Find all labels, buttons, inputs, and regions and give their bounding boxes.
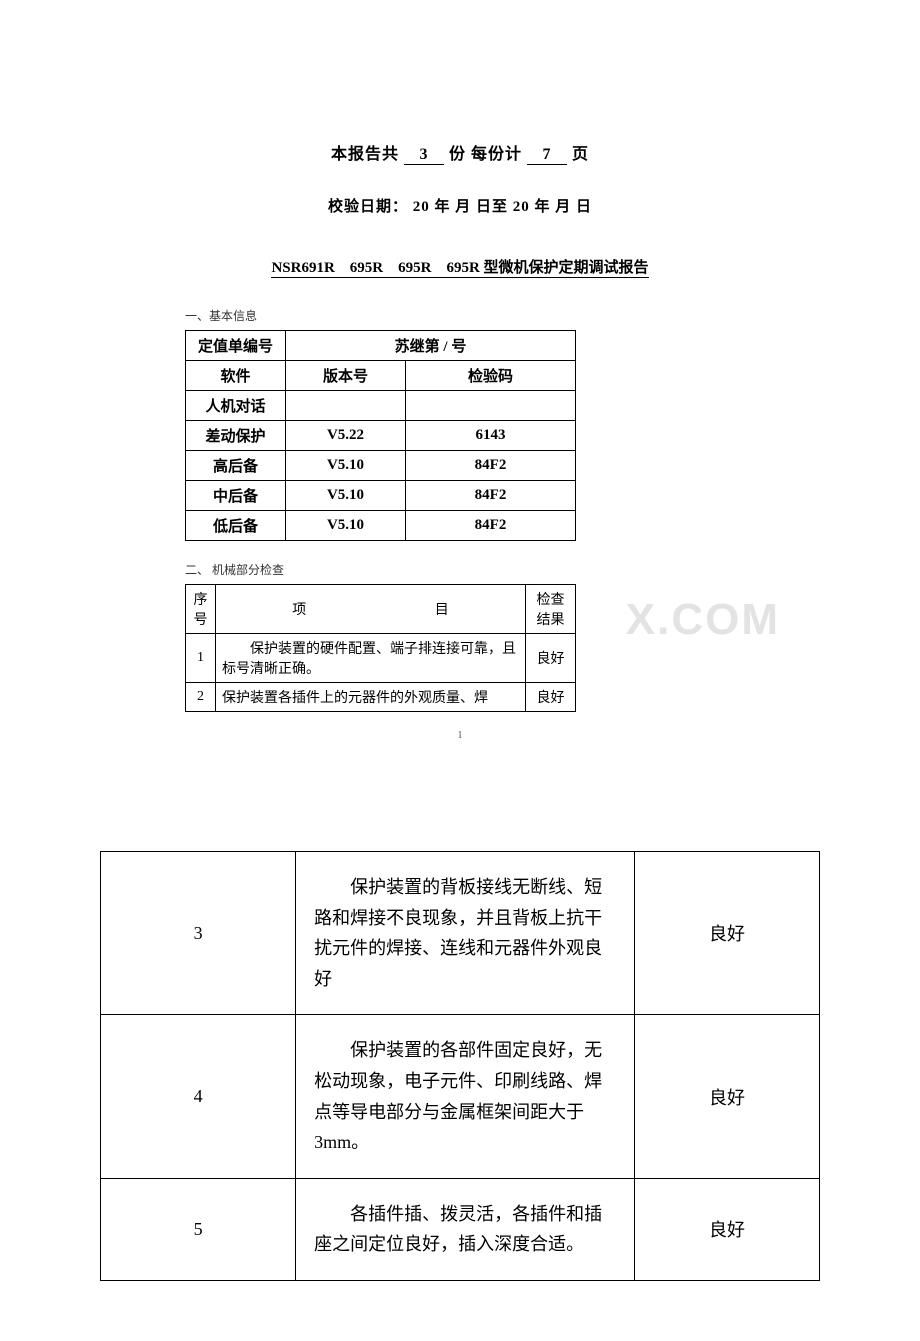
cell-item-2: 保护装置各插件上的元器件的外观质量、焊 <box>216 683 526 712</box>
cell-checksum-header: 检验码 <box>406 361 576 391</box>
cell-hmi-checksum <box>406 391 576 421</box>
year-char2: 年 <box>535 199 551 215</box>
section2-heading: 二、 机械部分检查 <box>185 561 820 578</box>
cell-result-2: 良好 <box>526 683 576 712</box>
cell-hmi-version <box>286 391 406 421</box>
cell-diff-checksum: 6143 <box>406 421 576 451</box>
hdr-result: 检查结果 <box>526 585 576 634</box>
cell-setting-no-value: 苏继第 / 号 <box>286 331 576 361</box>
page-number: 1 <box>100 730 820 741</box>
year-char: 年 <box>434 199 450 215</box>
month-char2: 月 <box>555 199 571 215</box>
cell-software-label: 软件 <box>186 361 286 391</box>
date-label: 校验日期： <box>328 199 408 215</box>
table-row: 中后备 V5.10 84F2 <box>186 481 576 511</box>
table-row: 低后备 V5.10 84F2 <box>186 511 576 541</box>
table-header-row: 序号 项目 检查结果 <box>186 585 576 634</box>
cell-item-5: 各插件插、拨灵活，各插件和插座之间定位良好，插入深度合适。 <box>296 1178 635 1280</box>
table-row: 人机对话 <box>186 391 576 421</box>
cell-item-1: 保护装置的硬件配置、端子排连接可靠，且标号清晰正确。 <box>216 634 526 683</box>
cell-item-3: 保护装置的背板接线无断线、短路和焊接不良现象，并且背板上抗干扰元件的焊接、连线和… <box>296 852 635 1015</box>
mechanical-check-table-wrap: 序号 项目 检查结果 1 保护装置的硬件配置、端子排连接可靠，且标号清晰正确。 … <box>185 584 820 712</box>
mechanical-check-continued-table: 3 保护装置的背板接线无断线、短路和焊接不良现象，并且背板上抗干扰元件的焊接、连… <box>100 851 820 1281</box>
copies-suffix: 页 <box>572 146 589 163</box>
mechanical-check-continued-wrap: 3 保护装置的背板接线无断线、短路和焊接不良现象，并且背板上抗干扰元件的焊接、连… <box>100 851 820 1281</box>
cell-hmi-label: 人机对话 <box>186 391 286 421</box>
cell-result-3: 良好 <box>635 852 820 1015</box>
day-char2: 日 <box>576 199 592 215</box>
hdr-item: 项目 <box>216 585 526 634</box>
cell-low-checksum: 84F2 <box>406 511 576 541</box>
cell-diff-version: V5.22 <box>286 421 406 451</box>
cell-mid-checksum: 84F2 <box>406 481 576 511</box>
section1-heading: 一、基本信息 <box>185 307 820 324</box>
model-numbers: NSR691R 695R 695R 695R <box>271 260 479 278</box>
cell-low-version: V5.10 <box>286 511 406 541</box>
copies-prefix: 本报告共 <box>331 146 399 163</box>
day-to-char: 日至 <box>476 199 508 215</box>
calibration-date-line: 校验日期： 20 年 月 日至 20 年 月 日 <box>100 195 820 216</box>
page-upper: 本报告共 3 份 每份计 7 页 校验日期： 20 年 月 日至 20 年 月 … <box>0 0 920 801</box>
table-row: 4 保护装置的各部件固定良好，无松动现象，电子元件、印刷线路、焊点等导电部分与金… <box>101 1015 820 1178</box>
table-row: 定值单编号 苏继第 / 号 <box>186 331 576 361</box>
cell-low-label: 低后备 <box>186 511 286 541</box>
copies-mid: 份 每份计 <box>449 146 522 163</box>
cell-version-header: 版本号 <box>286 361 406 391</box>
mechanical-check-table: 序号 项目 检查结果 1 保护装置的硬件配置、端子排连接可靠，且标号清晰正确。 … <box>185 584 576 712</box>
cell-result-1: 良好 <box>526 634 576 683</box>
cell-seq-5: 5 <box>101 1178 296 1280</box>
cell-seq-2: 2 <box>186 683 216 712</box>
cell-mid-version: V5.10 <box>286 481 406 511</box>
cell-item-5-text: 各插件插、拨灵活，各插件和插座之间定位良好，插入深度合适。 <box>314 1199 616 1260</box>
year1-prefix: 20 <box>413 199 430 215</box>
basic-info-table: 定值单编号 苏继第 / 号 软件 版本号 检验码 人机对话 差动保护 V5.22… <box>185 330 576 541</box>
table-row: 软件 版本号 检验码 <box>186 361 576 391</box>
basic-info-table-wrap: 定值单编号 苏继第 / 号 软件 版本号 检验码 人机对话 差动保护 V5.22… <box>185 330 820 541</box>
cell-seq-1: 1 <box>186 634 216 683</box>
table-row: 5 各插件插、拨灵活，各插件和插座之间定位良好，插入深度合适。 良好 <box>101 1178 820 1280</box>
cell-seq-4: 4 <box>101 1015 296 1178</box>
cell-high-version: V5.10 <box>286 451 406 481</box>
cell-item-4-text: 保护装置的各部件固定良好，无松动现象，电子元件、印刷线路、焊点等导电部分与金属框… <box>314 1035 616 1157</box>
hdr-seq: 序号 <box>186 585 216 634</box>
cell-item-4: 保护装置的各部件固定良好，无松动现象，电子元件、印刷线路、焊点等导电部分与金属框… <box>296 1015 635 1178</box>
cell-diff-label: 差动保护 <box>186 421 286 451</box>
table-row: 高后备 V5.10 84F2 <box>186 451 576 481</box>
hdr-item-right: 目 <box>371 599 514 619</box>
year2-prefix: 20 <box>513 199 530 215</box>
pages-value: 7 <box>527 146 567 165</box>
hdr-item-left: 项 <box>228 599 371 619</box>
month-char: 月 <box>455 199 471 215</box>
report-copies-line: 本报告共 3 份 每份计 7 页 <box>100 140 820 165</box>
cell-item-3-text: 保护装置的背板接线无断线、短路和焊接不良现象，并且背板上抗干扰元件的焊接、连线和… <box>314 872 616 994</box>
cell-high-label: 高后备 <box>186 451 286 481</box>
cell-setting-no-label: 定值单编号 <box>186 331 286 361</box>
table-row: 1 保护装置的硬件配置、端子排连接可靠，且标号清晰正确。 良好 <box>186 634 576 683</box>
cell-result-5: 良好 <box>635 1178 820 1280</box>
copies-value: 3 <box>404 146 444 165</box>
table-row: 2 保护装置各插件上的元器件的外观质量、焊 良好 <box>186 683 576 712</box>
cell-high-checksum: 84F2 <box>406 451 576 481</box>
table-row: 差动保护 V5.22 6143 <box>186 421 576 451</box>
table-row: 3 保护装置的背板接线无断线、短路和焊接不良现象，并且背板上抗干扰元件的焊接、连… <box>101 852 820 1015</box>
cell-seq-3: 3 <box>101 852 296 1015</box>
title-suffix: 型微机保护定期调试报告 <box>480 260 649 278</box>
cell-result-4: 良好 <box>635 1015 820 1178</box>
report-title: NSR691R 695R 695R 695R 型微机保护定期调试报告 <box>100 256 820 277</box>
cell-mid-label: 中后备 <box>186 481 286 511</box>
